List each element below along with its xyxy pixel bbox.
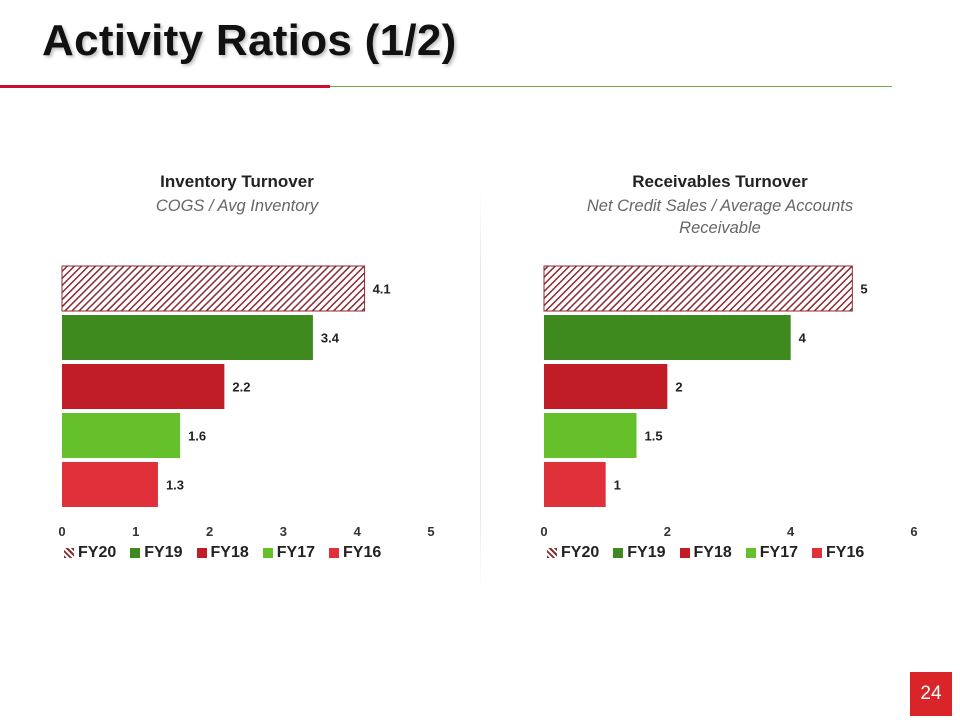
legend-swatch	[196, 548, 207, 558]
x-tick-label: 0	[58, 524, 65, 539]
x-tick-label: 4	[787, 524, 795, 539]
x-tick-label: 5	[427, 524, 434, 539]
legend-swatch	[547, 548, 557, 558]
title-rule-green	[330, 86, 892, 87]
data-label-fy16: 1.3	[166, 478, 184, 493]
legend-swatch	[812, 548, 822, 558]
x-tick-label: 2	[664, 524, 671, 539]
bar-fy20	[543, 265, 853, 312]
bar-fy20	[61, 265, 366, 312]
page-number: 24	[910, 672, 952, 716]
chart-legend: FY20 FY19 FY18 FY17 FY16	[64, 544, 395, 562]
legend-item-fy19: FY19	[130, 544, 183, 562]
x-tick-label: 0	[540, 524, 547, 539]
data-label-fy19: 3.4	[321, 331, 340, 346]
chart-subtitle: COGS / Avg Inventory	[155, 197, 319, 215]
bar-fy19	[62, 315, 313, 360]
legend-swatch	[130, 548, 141, 558]
data-label-fy17: 1.6	[188, 429, 206, 444]
bar-fy18	[62, 364, 225, 409]
legend-item-fy16: FY16	[329, 544, 381, 562]
legend-item-fy17: FY17	[745, 544, 798, 562]
chart-legend: FY20 FY19 FY18 FY17 FY16	[547, 544, 878, 562]
bar-fy17	[62, 413, 181, 458]
legend-label: FY19	[627, 544, 666, 561]
slide-title: Activity Ratios (1/2)	[42, 16, 457, 65]
data-label-fy18: 2	[675, 380, 682, 395]
legend-swatch	[679, 548, 690, 558]
data-label-fy19: 4	[799, 331, 807, 346]
legend-item-fy17: FY17	[262, 544, 315, 562]
x-tick-label: 2	[206, 524, 213, 539]
legend-swatch	[64, 548, 74, 558]
legend-swatch	[745, 548, 756, 558]
bar-fy19	[544, 315, 791, 360]
legend-label: FY18	[693, 544, 732, 561]
legend-label: FY20	[561, 544, 600, 561]
bar-fy17	[544, 413, 637, 458]
legend-item-fy20: FY20	[64, 544, 116, 562]
data-label-fy20: 4.1	[373, 282, 391, 297]
legend-item-fy18: FY18	[679, 544, 732, 562]
data-label-fy17: 1.5	[645, 429, 663, 444]
x-tick-label: 4	[354, 524, 362, 539]
chart-divider	[480, 190, 481, 590]
bar-fy18	[544, 364, 668, 409]
data-label-fy20: 5	[860, 282, 867, 297]
legend-swatch	[329, 548, 339, 558]
chart-subtitle: Net Credit Sales / Average Accounts Rece…	[586, 197, 854, 237]
inventory-turnover-plot: 4.1 3.4 2.2 1.6 1.3 0 1 2 3 4 5	[58, 265, 435, 539]
legend-label: FY18	[210, 544, 249, 561]
legend-label: FY20	[78, 544, 117, 561]
legend-label: FY16	[826, 544, 865, 561]
x-tick-label: 6	[910, 524, 917, 539]
chart-title: Inventory Turnover	[160, 172, 314, 191]
title-rule-red	[0, 85, 330, 88]
legend-label: FY19	[144, 544, 183, 561]
legend-item-fy20: FY20	[547, 544, 599, 562]
x-tick-label: 3	[280, 524, 287, 539]
legend-swatch	[262, 548, 273, 558]
legend-swatch	[613, 548, 624, 558]
data-label-fy16: 1	[614, 478, 621, 493]
legend-item-fy16: FY16	[812, 544, 864, 562]
legend-label: FY17	[276, 544, 315, 561]
bar-fy16	[544, 462, 606, 507]
data-label-fy18: 2.2	[232, 380, 250, 395]
legend-label: FY16	[343, 544, 382, 561]
legend-item-fy18: FY18	[196, 544, 249, 562]
legend-label: FY17	[759, 544, 798, 561]
x-tick-label: 1	[132, 524, 139, 539]
legend-item-fy19: FY19	[613, 544, 666, 562]
bar-fy16	[62, 462, 158, 507]
chart-title: Receivables Turnover	[632, 172, 808, 191]
